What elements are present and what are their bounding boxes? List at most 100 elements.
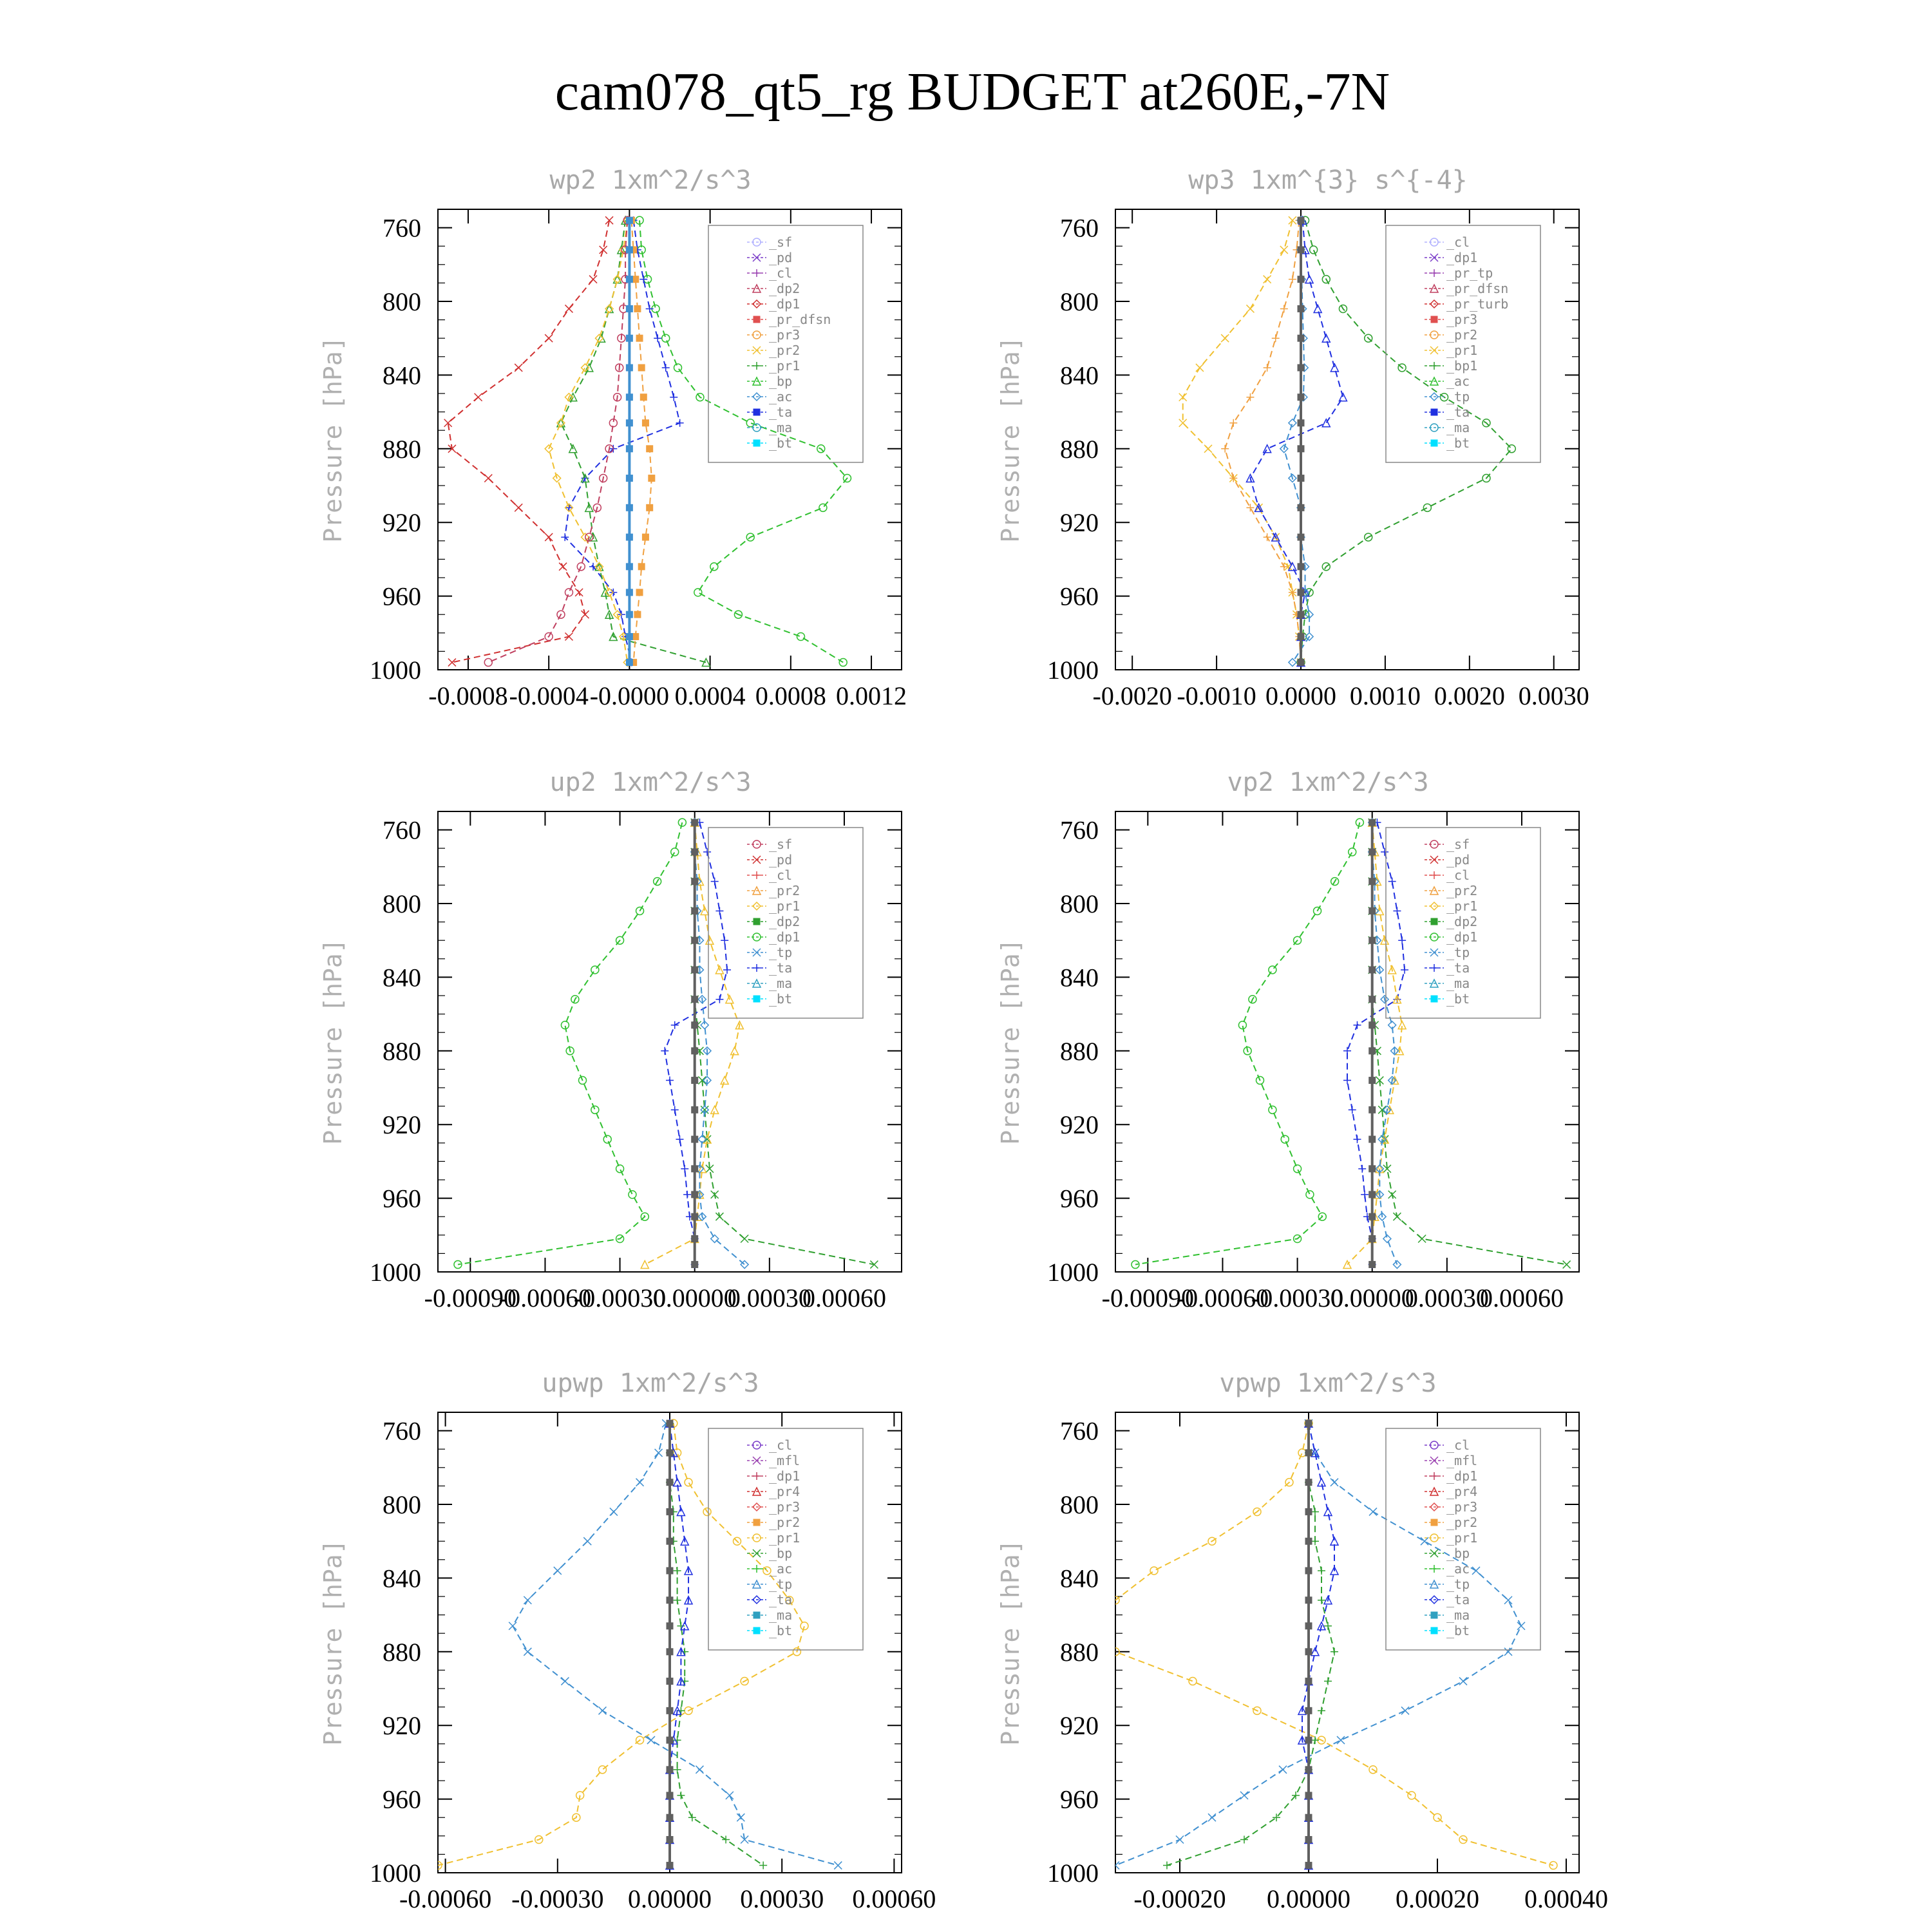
legend-marker bbox=[753, 1611, 761, 1619]
data-point bbox=[1504, 1647, 1513, 1656]
data-point bbox=[1285, 1477, 1294, 1487]
x-tick-label: 0.00040 bbox=[1524, 1884, 1608, 1913]
data-point bbox=[1318, 1566, 1325, 1575]
data-point bbox=[661, 363, 670, 372]
legend-label: _ac bbox=[1446, 1561, 1470, 1577]
data-point bbox=[1311, 1537, 1319, 1546]
data-point bbox=[1363, 533, 1373, 542]
data-point bbox=[453, 1260, 462, 1269]
data-point bbox=[604, 609, 614, 619]
legend-label: _pr2 bbox=[1446, 327, 1477, 343]
legend-marker bbox=[1430, 1565, 1438, 1573]
data-point bbox=[514, 363, 523, 372]
data-point bbox=[1388, 1190, 1397, 1199]
series-line bbox=[1135, 822, 1361, 1265]
x-tick-label: -0.00030 bbox=[511, 1884, 603, 1913]
legend-label: _pr2 bbox=[769, 883, 800, 898]
data-point bbox=[1208, 1813, 1217, 1822]
data-point bbox=[1368, 1077, 1376, 1084]
legend-marker bbox=[1430, 362, 1438, 370]
series-line bbox=[447, 220, 611, 663]
legend-marker bbox=[1429, 283, 1439, 293]
legend-label: _ta bbox=[1446, 960, 1470, 976]
data-point bbox=[1221, 444, 1229, 453]
data-point bbox=[1368, 1106, 1376, 1113]
legend-marker bbox=[752, 1456, 761, 1465]
data-point bbox=[1472, 1566, 1481, 1575]
legend-label: _ma bbox=[1446, 420, 1470, 435]
legend-marker bbox=[1430, 423, 1439, 432]
legend-marker bbox=[1430, 269, 1438, 277]
legend-marker bbox=[752, 1486, 762, 1496]
data-point bbox=[580, 610, 590, 619]
legend-label: _cl bbox=[1446, 867, 1470, 883]
data-point bbox=[702, 1134, 712, 1144]
data-point bbox=[746, 419, 755, 428]
data-point bbox=[1305, 1678, 1312, 1685]
x-tick-label: -0.00060 bbox=[499, 1283, 591, 1312]
data-point bbox=[694, 588, 703, 597]
data-point bbox=[1288, 275, 1296, 283]
data-point bbox=[1392, 1212, 1401, 1221]
legend-label: _cl bbox=[769, 1437, 792, 1453]
legend-marker bbox=[1430, 995, 1438, 1003]
data-point bbox=[544, 334, 553, 343]
legend-marker bbox=[753, 871, 761, 879]
legend-label: _tp bbox=[1446, 389, 1470, 404]
data-point bbox=[672, 1477, 682, 1487]
data-point bbox=[710, 562, 719, 571]
x-tick-label: 0.00030 bbox=[1405, 1283, 1489, 1312]
legend-marker bbox=[1429, 886, 1439, 895]
data-point bbox=[1375, 1164, 1385, 1173]
legend-box bbox=[1385, 1428, 1541, 1651]
y-axis-label: Pressure [hPa] bbox=[319, 336, 347, 542]
legend-marker bbox=[1430, 1519, 1438, 1526]
data-point bbox=[683, 1190, 692, 1198]
data-point bbox=[683, 1566, 694, 1575]
legend-label: _sf bbox=[769, 837, 792, 852]
data-point bbox=[1517, 1622, 1526, 1631]
data-point bbox=[691, 848, 699, 856]
data-point bbox=[672, 1705, 682, 1716]
data-point bbox=[560, 1677, 569, 1686]
data-point bbox=[1297, 216, 1305, 224]
data-point bbox=[1195, 363, 1204, 372]
data-point bbox=[578, 1075, 587, 1085]
x-tick-label: 0.00000 bbox=[628, 1884, 712, 1913]
series-line bbox=[669, 1423, 764, 1866]
data-point bbox=[1297, 475, 1305, 482]
data-point bbox=[1287, 473, 1297, 483]
data-point bbox=[1297, 364, 1305, 372]
data-point bbox=[603, 1135, 612, 1144]
legend-label: _bp bbox=[769, 1546, 792, 1561]
data-point bbox=[842, 473, 852, 483]
data-point bbox=[438, 1861, 442, 1870]
data-point bbox=[1243, 1046, 1252, 1056]
data-point bbox=[800, 1622, 809, 1631]
data-point bbox=[592, 503, 602, 513]
data-point bbox=[565, 1046, 574, 1056]
data-point bbox=[715, 907, 724, 915]
legend-marker bbox=[752, 423, 761, 432]
data-point bbox=[584, 502, 594, 513]
series-line bbox=[488, 220, 629, 663]
y-axis-label: Pressure [hPa] bbox=[996, 938, 1025, 1144]
data-point bbox=[1115, 1861, 1120, 1870]
data-point bbox=[691, 1106, 699, 1113]
x-tick-label: -0.00030 bbox=[574, 1283, 666, 1312]
data-point bbox=[1361, 1190, 1369, 1198]
legend-marker bbox=[1430, 1611, 1438, 1619]
data-point bbox=[705, 1164, 714, 1173]
series-line bbox=[1347, 822, 1406, 1265]
data-point bbox=[666, 1567, 674, 1575]
data-point bbox=[612, 274, 622, 284]
data-point bbox=[723, 965, 732, 974]
x-tick-label: -0.0004 bbox=[509, 681, 589, 710]
legend-label: _dp2 bbox=[769, 281, 800, 296]
data-point bbox=[628, 1190, 637, 1199]
data-point bbox=[1397, 363, 1406, 372]
data-point bbox=[1353, 1021, 1361, 1029]
legend-marker bbox=[753, 408, 761, 416]
data-point bbox=[1248, 994, 1257, 1004]
legend-marker bbox=[753, 1565, 761, 1573]
